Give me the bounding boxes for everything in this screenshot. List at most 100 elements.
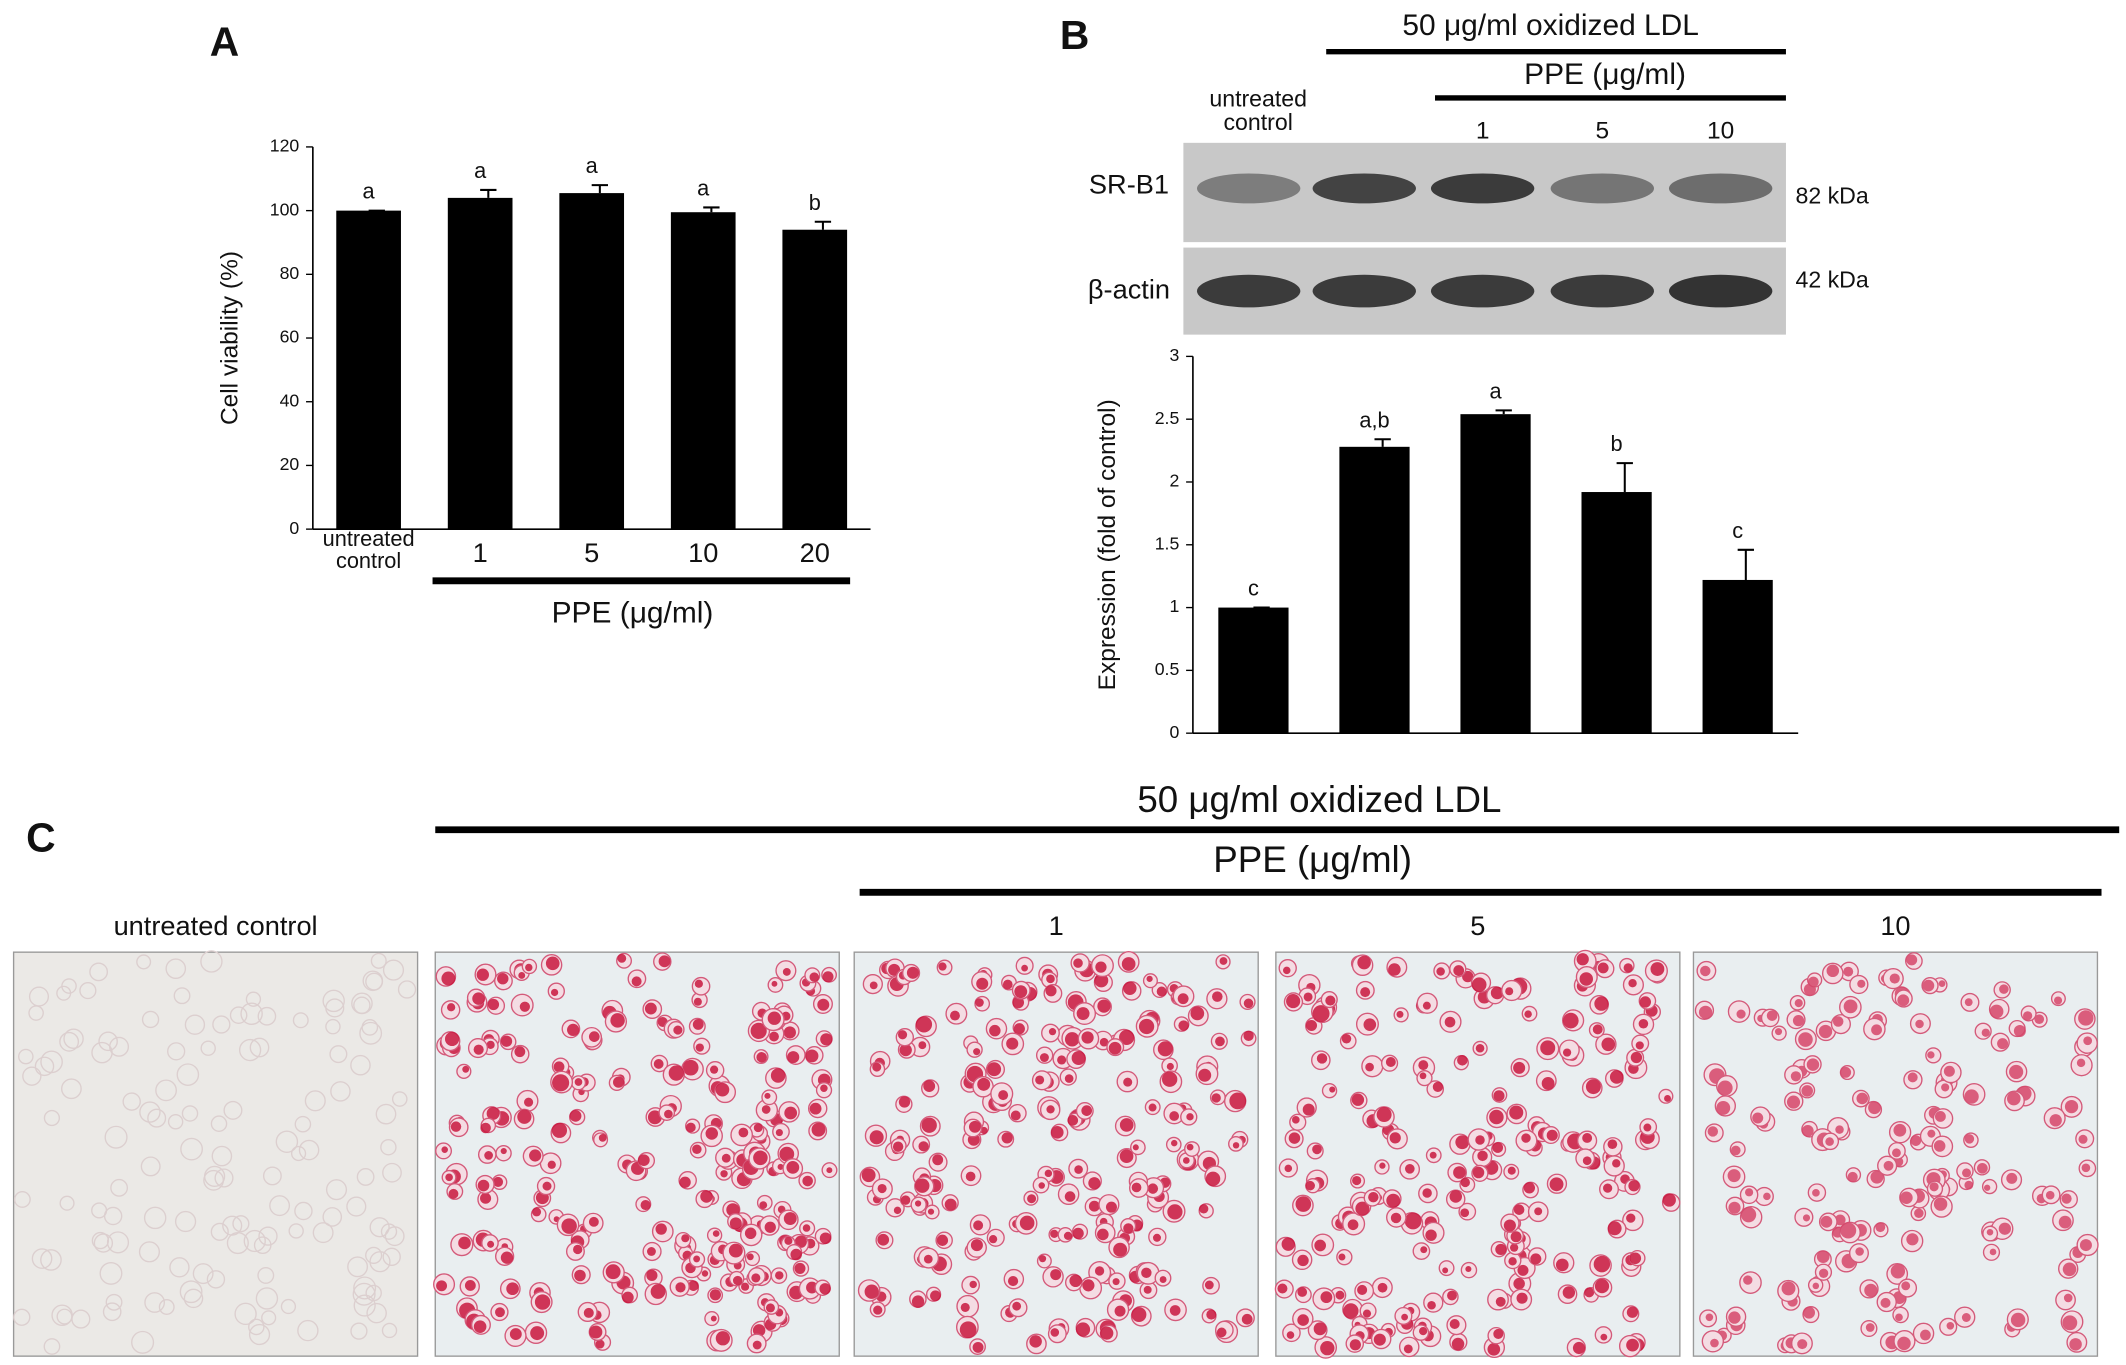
cell [361, 1019, 379, 1036]
cell [350, 1054, 371, 1076]
lipid [1495, 1243, 1507, 1256]
lipid [1064, 1032, 1080, 1047]
lipid [973, 1220, 984, 1231]
cell [18, 1048, 34, 1065]
lipid [709, 1065, 719, 1074]
lipid [441, 971, 456, 986]
lipid [1338, 1253, 1346, 1261]
cell [240, 1002, 263, 1025]
lipid [1282, 966, 1291, 975]
lipid [1989, 1004, 2004, 1019]
lipid [574, 1078, 583, 1086]
lipid [1081, 1031, 1094, 1044]
lipid [1503, 1219, 1516, 1232]
lipid [1650, 962, 1665, 976]
cell [382, 1247, 401, 1267]
cell [169, 1257, 190, 1278]
bar [1460, 414, 1531, 734]
lipid [2007, 1091, 2021, 1106]
lipid [500, 1147, 507, 1155]
lipid [915, 1178, 930, 1193]
cell [59, 1031, 80, 1052]
lipid [973, 1048, 981, 1056]
lipid [1284, 1164, 1293, 1173]
lipid [1048, 1028, 1057, 1036]
lipid [458, 1236, 471, 1250]
lipid [732, 1275, 743, 1286]
blot-band [1550, 274, 1655, 308]
lipid [532, 1207, 542, 1217]
cell [192, 1263, 214, 1285]
lipid [658, 955, 671, 968]
lipid [1455, 1135, 1470, 1150]
lipid [1630, 1051, 1643, 1064]
lipid [710, 1315, 717, 1322]
lipid [1419, 1072, 1427, 1080]
lipid [1171, 1139, 1178, 1147]
error-bar [480, 188, 497, 198]
lipid [1628, 978, 1637, 988]
lipid [1204, 1280, 1214, 1290]
lipid [1113, 1242, 1128, 1257]
lipid [1752, 1112, 1764, 1124]
lipid [1341, 1033, 1352, 1044]
lipid [1072, 1227, 1084, 1240]
lipid [1362, 1309, 1372, 1318]
lipid [746, 1253, 754, 1261]
lipid [1343, 1303, 1359, 1319]
lane-label: 5 [1596, 117, 1610, 144]
lipid [1801, 1124, 1814, 1137]
lipid [1941, 1083, 1950, 1092]
cell [131, 1330, 155, 1354]
lipid [693, 1255, 701, 1263]
lipid [1843, 966, 1854, 977]
lipid [918, 1141, 929, 1152]
lipid [514, 1046, 526, 1058]
lipid [1297, 1314, 1309, 1326]
lipid [1910, 1135, 1922, 1146]
lipid [709, 1289, 721, 1301]
lipid [1883, 1160, 1894, 1171]
lipid [783, 1212, 797, 1225]
lipid [1094, 1266, 1105, 1276]
lipid [1603, 1183, 1613, 1193]
lipid [509, 1328, 522, 1340]
lipid [1818, 1024, 1833, 1039]
lipid [1147, 1183, 1159, 1194]
cell [397, 980, 417, 999]
lipid [1305, 1180, 1315, 1191]
lipid [1540, 1040, 1556, 1056]
blot-band [1312, 274, 1416, 308]
lipid [944, 1198, 957, 1211]
cell [180, 1137, 203, 1161]
lipid [2061, 1193, 2072, 1204]
cell [356, 1168, 375, 1186]
lipid [1099, 1037, 1109, 1047]
y-tick-label: 40 [280, 390, 300, 410]
cell [139, 1101, 161, 1123]
lipid [1215, 1036, 1225, 1047]
cell [269, 1195, 291, 1217]
lipid [2045, 1190, 2055, 1200]
cell [165, 958, 187, 979]
lipid [1453, 965, 1465, 976]
micrograph [12, 951, 419, 1357]
lipid [1349, 1339, 1361, 1351]
lipid [1943, 1065, 1955, 1077]
lipid [898, 1096, 911, 1108]
lipid [1386, 1193, 1401, 1208]
lipid [2010, 1312, 2026, 1328]
lipid [692, 1144, 702, 1155]
lipid [915, 1016, 933, 1033]
lipid [819, 1232, 832, 1245]
lipid [1820, 1215, 1833, 1228]
cell [176, 1063, 200, 1086]
lipid [550, 988, 559, 997]
cell [365, 1246, 383, 1264]
lipid [802, 1175, 813, 1187]
lipid [1088, 1200, 1100, 1212]
lipid [2062, 1262, 2077, 1277]
lipid [1039, 1053, 1049, 1063]
cell [382, 1162, 402, 1183]
lipid [1121, 957, 1136, 971]
